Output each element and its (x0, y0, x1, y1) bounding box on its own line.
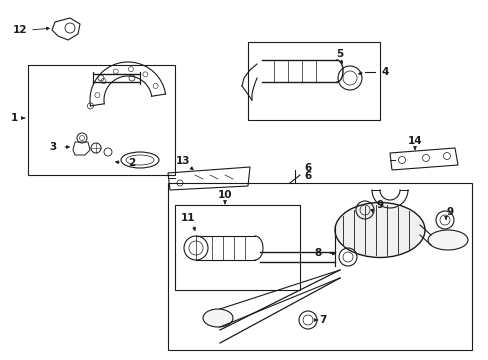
Ellipse shape (203, 309, 232, 327)
Bar (28, 65, 175, 175)
Ellipse shape (427, 230, 467, 250)
Ellipse shape (334, 202, 424, 257)
Text: 6: 6 (304, 163, 311, 173)
Bar (175, 205, 299, 290)
Text: 12: 12 (13, 25, 27, 35)
Text: 9: 9 (446, 207, 453, 217)
Text: 13: 13 (175, 156, 190, 166)
Text: 5: 5 (336, 49, 343, 59)
Text: 14: 14 (407, 136, 422, 146)
Text: 2: 2 (128, 158, 135, 168)
Text: 7: 7 (319, 315, 326, 325)
Text: 3: 3 (49, 142, 57, 152)
Text: 6: 6 (304, 171, 311, 181)
Text: 9: 9 (376, 200, 383, 210)
Bar (168, 183, 471, 350)
Bar (247, 42, 379, 120)
Text: 11: 11 (181, 213, 195, 223)
Text: 4: 4 (381, 67, 388, 77)
Text: 10: 10 (217, 190, 232, 200)
Text: 1: 1 (10, 113, 18, 123)
Text: 8: 8 (314, 248, 321, 258)
